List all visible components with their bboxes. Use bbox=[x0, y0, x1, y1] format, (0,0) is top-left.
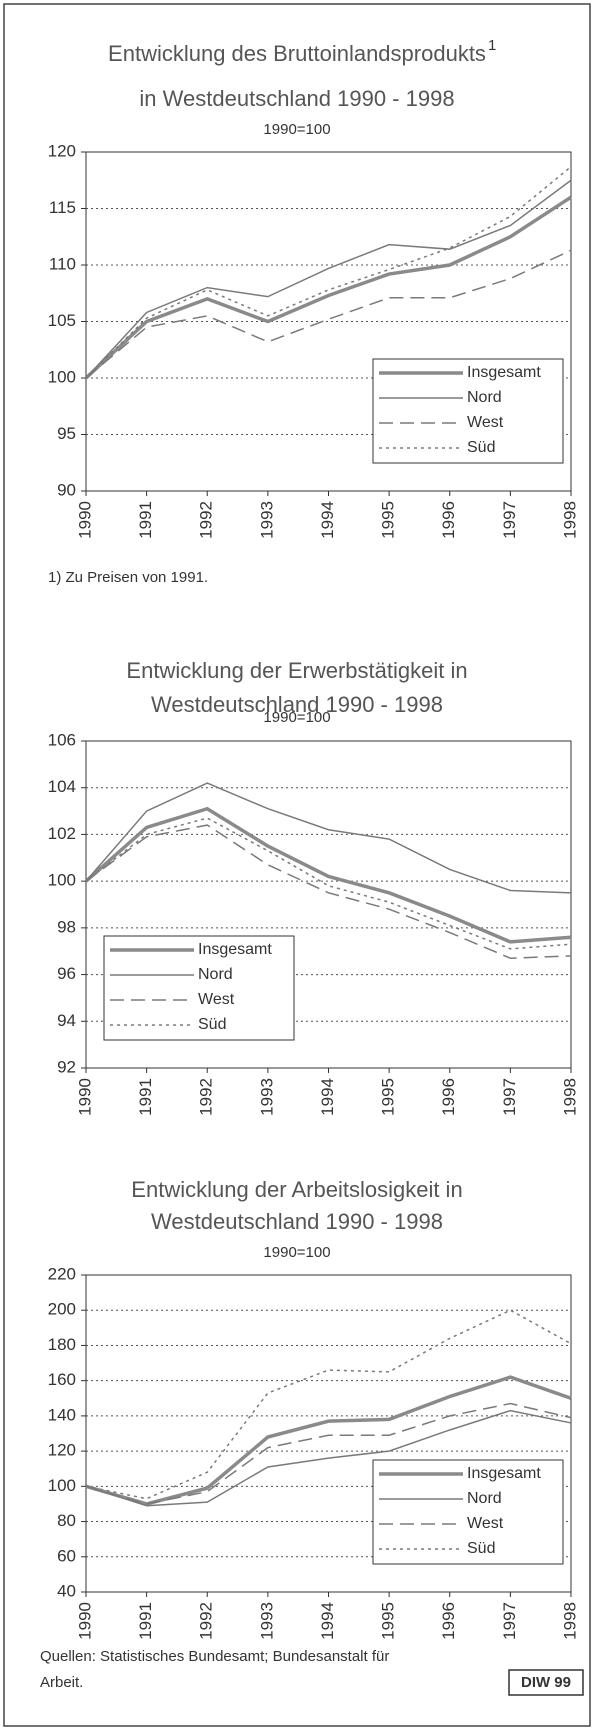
title-note: 1 bbox=[488, 37, 496, 54]
y-tick-label: 60 bbox=[57, 1546, 76, 1565]
x-tick-label: 1998 bbox=[560, 1602, 579, 1640]
y-tick-label: 95 bbox=[57, 424, 76, 443]
source: Arbeit. bbox=[40, 1674, 83, 1691]
x-tick-label: 1995 bbox=[379, 501, 398, 539]
y-tick-label: 92 bbox=[57, 1057, 76, 1076]
y-tick-label: 120 bbox=[48, 1441, 76, 1460]
chart-title: Entwicklung des Bruttoinlandsprodukts bbox=[108, 41, 486, 66]
legend-label: Nord bbox=[198, 966, 233, 983]
x-tick-label: 1998 bbox=[560, 1078, 579, 1116]
y-tick-label: 160 bbox=[48, 1370, 76, 1389]
x-tick-label: 1994 bbox=[318, 1078, 337, 1116]
chart-title: in Westdeutschland 1990 - 1998 bbox=[139, 86, 454, 111]
x-tick-label: 1990 bbox=[75, 1078, 94, 1116]
x-tick-label: 1995 bbox=[379, 1602, 398, 1640]
series-line bbox=[85, 1375, 572, 1506]
legend-label: Nord bbox=[467, 389, 502, 406]
y-tick-label: 140 bbox=[48, 1405, 76, 1424]
x-tick-label: 1993 bbox=[257, 1078, 276, 1116]
x-tick-label: 1990 bbox=[75, 1602, 94, 1640]
legend-label: Insgesamt bbox=[467, 364, 541, 381]
legend-label: Nord bbox=[467, 1490, 502, 1507]
series-line bbox=[85, 1402, 572, 1505]
source: Quellen: Statistisches Bundesamt; Bundes… bbox=[40, 1648, 389, 1665]
series-line bbox=[84, 195, 572, 380]
legend-label: Süd bbox=[467, 1540, 495, 1557]
series-line bbox=[85, 782, 572, 894]
x-tick-label: 1998 bbox=[560, 501, 579, 539]
y-tick-label: 102 bbox=[48, 824, 76, 843]
legend-label: West bbox=[467, 414, 504, 431]
x-tick-label: 1991 bbox=[136, 1078, 155, 1116]
badge-box bbox=[508, 1669, 584, 1696]
x-tick-label: 1997 bbox=[500, 1602, 519, 1640]
y-tick-label: 180 bbox=[48, 1335, 76, 1354]
x-tick-label: 1992 bbox=[197, 1078, 216, 1116]
y-tick-label: 100 bbox=[48, 871, 76, 890]
chart-title: Westdeutschland 1990 - 1998 bbox=[151, 692, 443, 717]
y-tick-label: 220 bbox=[48, 1264, 76, 1283]
y-tick-label: 110 bbox=[49, 254, 76, 273]
x-tick-label: 1990 bbox=[75, 501, 94, 539]
y-tick-label: 96 bbox=[57, 964, 76, 983]
legend-box bbox=[372, 358, 564, 464]
badge: DIW 99 bbox=[521, 1674, 571, 1691]
legend-label: Süd bbox=[467, 439, 495, 456]
series-line bbox=[85, 166, 572, 379]
x-tick-label: 1992 bbox=[197, 501, 216, 539]
y-tick-label: 105 bbox=[48, 311, 76, 330]
series-line bbox=[84, 806, 572, 944]
series-line bbox=[85, 817, 572, 950]
chart-subtitle: 1990=100 bbox=[263, 709, 330, 726]
chart-title: Entwicklung der Arbeitslosigkeit in bbox=[131, 1177, 462, 1202]
legend-box bbox=[372, 1459, 564, 1565]
series-line bbox=[85, 1409, 572, 1507]
legend-label: Insgesamt bbox=[198, 941, 272, 958]
x-tick-label: 1992 bbox=[197, 1602, 216, 1640]
x-tick-label: 1993 bbox=[257, 1602, 276, 1640]
y-tick-label: 80 bbox=[57, 1511, 76, 1530]
x-tick-label: 1997 bbox=[500, 501, 519, 539]
y-tick-label: 200 bbox=[48, 1300, 76, 1319]
y-tick-label: 94 bbox=[57, 1011, 76, 1030]
y-tick-label: 100 bbox=[48, 1476, 76, 1495]
series-line bbox=[85, 824, 572, 959]
chart-title: Westdeutschland 1990 - 1998 bbox=[151, 1209, 443, 1234]
page-border bbox=[3, 3, 591, 1727]
legend-label: West bbox=[467, 1515, 504, 1532]
legend-label: Insgesamt bbox=[467, 1465, 541, 1482]
footnote: 1) Zu Preisen von 1991. bbox=[48, 569, 208, 586]
x-tick-label: 1997 bbox=[500, 1078, 519, 1116]
chart-subtitle: 1990=100 bbox=[263, 1244, 330, 1261]
y-tick-label: 100 bbox=[48, 367, 76, 386]
x-tick-label: 1996 bbox=[439, 1602, 458, 1640]
x-tick-label: 1996 bbox=[439, 1078, 458, 1116]
x-tick-label: 1995 bbox=[379, 1078, 398, 1116]
y-tick-label: 98 bbox=[57, 917, 76, 936]
y-tick-label: 106 bbox=[48, 730, 76, 749]
y-tick-label: 120 bbox=[48, 141, 76, 160]
x-tick-label: 1996 bbox=[439, 501, 458, 539]
legend-box bbox=[103, 935, 295, 1041]
chart-title: Entwicklung der Erwerbstätigkeit in bbox=[126, 658, 467, 683]
y-tick-label: 90 bbox=[57, 480, 76, 499]
series-line bbox=[85, 179, 572, 379]
x-tick-label: 1991 bbox=[136, 501, 155, 539]
legend-label: West bbox=[198, 991, 235, 1008]
x-tick-label: 1991 bbox=[136, 1602, 155, 1640]
x-tick-label: 1993 bbox=[257, 501, 276, 539]
legend-label: Süd bbox=[198, 1016, 226, 1033]
chart-subtitle: 1990=100 bbox=[263, 121, 330, 138]
y-tick-label: 115 bbox=[49, 198, 76, 217]
y-tick-label: 104 bbox=[48, 777, 76, 796]
x-tick-label: 1994 bbox=[318, 1602, 337, 1640]
x-tick-label: 1994 bbox=[318, 501, 337, 539]
y-tick-label: 40 bbox=[57, 1581, 76, 1600]
